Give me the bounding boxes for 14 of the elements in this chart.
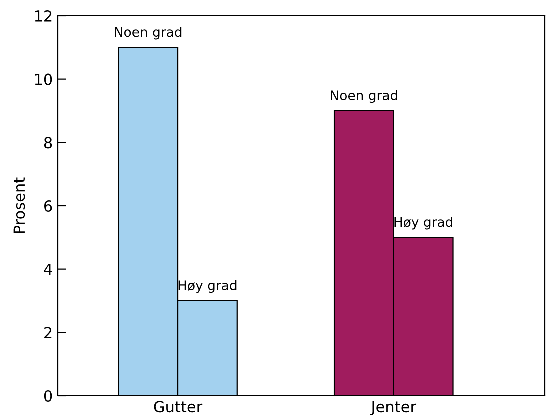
series-label: Høy grad <box>394 216 452 230</box>
text: Høy grad <box>178 280 237 294</box>
y-tick-label: 8 <box>44 137 52 149</box>
x-tick-label: Jenter <box>370 401 417 416</box>
y-tick-label: 12 <box>35 10 52 22</box>
y-tick-label: 2 <box>44 327 52 338</box>
y-tick-label: 6 <box>44 200 52 212</box>
y-axis-title: Prosent <box>14 178 26 234</box>
series-label: Noen grad <box>331 90 398 104</box>
text: Noen grad <box>115 26 182 40</box>
y-tick-label: 0 <box>44 390 52 402</box>
y-tick-label: 10 <box>35 74 52 86</box>
x-tick-label: Gutter <box>154 401 203 413</box>
y-tick-label: 4 <box>44 264 52 276</box>
